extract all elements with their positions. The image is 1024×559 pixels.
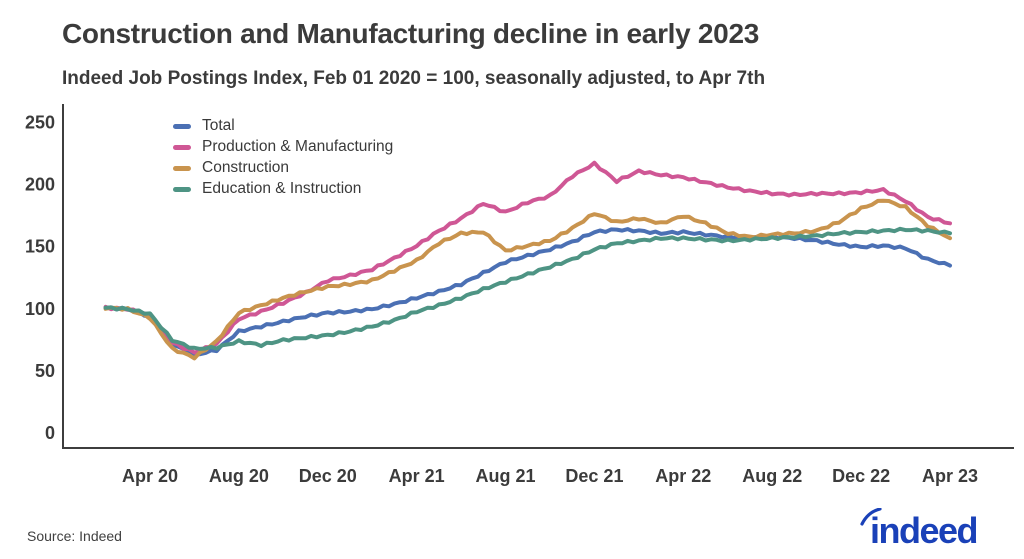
legend-label: Production & Manufacturing	[202, 138, 394, 156]
legend-item: Construction	[173, 160, 393, 176]
chart-title: Construction and Manufacturing decline i…	[62, 18, 759, 49]
legend-swatch-icon	[173, 144, 191, 150]
chart-subtitle: Indeed Job Postings Index, Feb 01 2020 =…	[62, 68, 766, 89]
axes	[62, 104, 1014, 449]
x-tick-label: Aug 21	[476, 466, 536, 486]
legend-swatch-icon	[173, 165, 191, 171]
legend-item: Production & Manufacturing	[173, 139, 393, 155]
y-tick-label: 150	[25, 237, 55, 257]
series-line-production-manufacturing	[103, 160, 952, 355]
y-tick-label: 50	[35, 361, 55, 381]
x-tick-label: Aug 22	[742, 466, 802, 486]
x-tick-label: Apr 21	[389, 466, 445, 486]
indeed-logo-accent-icon	[860, 507, 882, 526]
y-tick-label: 200	[25, 175, 55, 195]
x-tick-label: Dec 21	[565, 466, 623, 486]
legend-label: Education & Instruction	[202, 180, 362, 198]
indeed-logo-text: indeed	[870, 510, 979, 551]
legend-swatch-icon	[173, 186, 191, 192]
x-tick-label: Aug 20	[209, 466, 269, 486]
indeed-logo: indeed	[858, 507, 1008, 552]
x-tick-label: Dec 22	[832, 466, 890, 486]
chart-legend: Total Production & Manufacturing Construct…	[173, 118, 393, 197]
y-tick-label: 250	[25, 113, 55, 133]
y-tick-label: 0	[45, 423, 55, 443]
x-tick-label: Apr 23	[922, 466, 978, 486]
series-line-education-instruction	[103, 226, 952, 351]
source-note: Source: Indeed	[27, 528, 122, 544]
legend-label: Construction	[202, 159, 290, 177]
y-tick-label: 100	[25, 299, 55, 319]
series-line-construction	[103, 198, 952, 361]
legend-label: Total	[202, 117, 235, 135]
legend-item: Education & Instruction	[173, 181, 393, 197]
x-tick-label: Apr 22	[655, 466, 711, 486]
x-tick-label: Dec 20	[299, 466, 357, 486]
x-tick-label: Apr 20	[122, 466, 178, 486]
legend-item: Total	[173, 118, 393, 134]
legend-swatch-icon	[173, 123, 191, 129]
series-line-total	[103, 227, 952, 357]
